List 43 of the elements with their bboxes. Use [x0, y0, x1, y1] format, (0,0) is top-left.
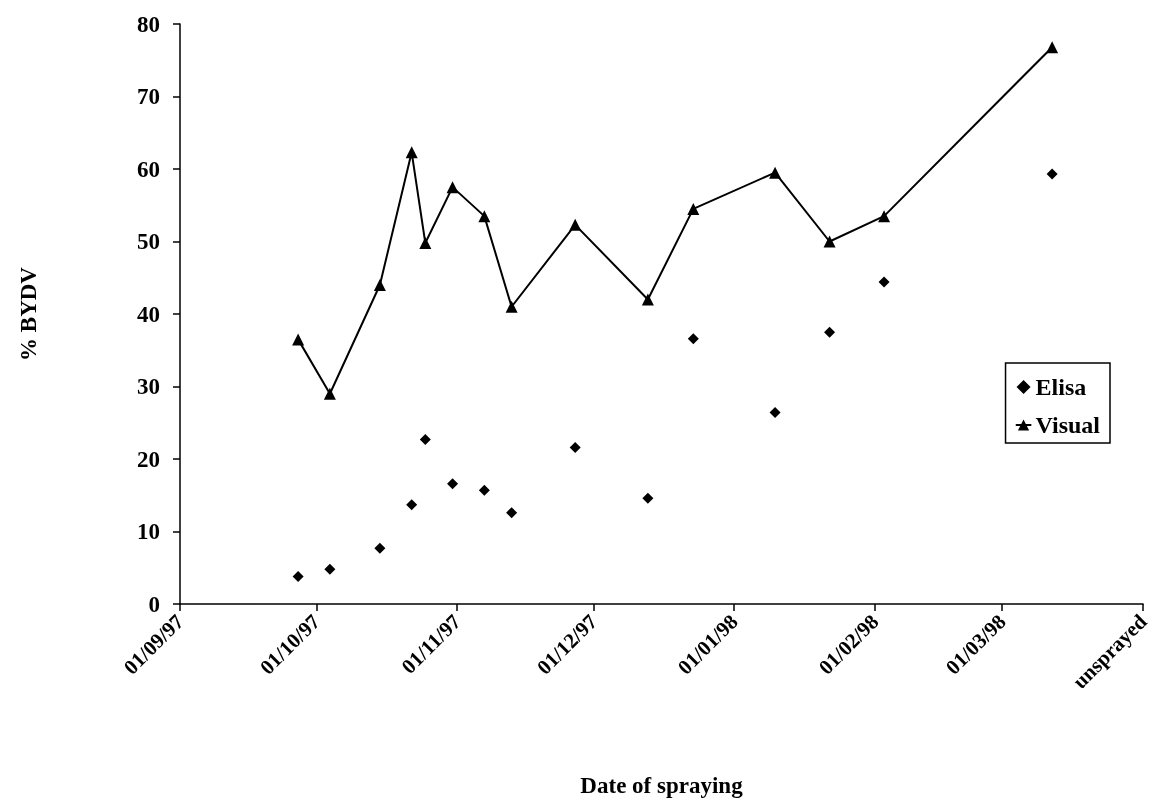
y-tick-label: 70	[137, 84, 160, 109]
point	[687, 333, 699, 345]
point	[642, 492, 654, 504]
y-tick-label: 40	[137, 301, 160, 327]
y-tick-label: 20	[137, 446, 160, 472]
point	[769, 407, 781, 419]
point	[506, 507, 518, 519]
point	[569, 218, 582, 231]
point	[419, 236, 432, 249]
y-tick-label: 0	[148, 591, 160, 617]
point	[373, 279, 386, 291]
point	[1046, 41, 1059, 54]
point	[292, 333, 305, 346]
point	[1046, 168, 1058, 180]
y-axis-title: % BYDV	[16, 266, 41, 361]
point	[824, 326, 836, 338]
point	[569, 441, 581, 453]
point	[406, 499, 418, 511]
point	[292, 570, 304, 582]
x-axis-title: Date of spraying	[580, 773, 744, 798]
legend-label: Elisa	[1035, 374, 1087, 400]
y-tick-label: 50	[137, 229, 160, 254]
y-tick-label: 10	[137, 519, 160, 544]
point	[323, 387, 336, 400]
point	[374, 542, 386, 554]
point	[405, 146, 418, 159]
point	[878, 210, 891, 223]
point	[769, 166, 782, 179]
point	[823, 235, 836, 248]
point	[505, 300, 518, 313]
point	[641, 293, 654, 306]
y-tick-label: 60	[137, 156, 160, 182]
point	[478, 484, 490, 496]
point	[687, 202, 700, 215]
legend-label: Visual	[1035, 412, 1101, 438]
point	[446, 181, 459, 194]
point	[324, 563, 336, 575]
point	[878, 276, 890, 288]
point	[447, 478, 459, 490]
point	[478, 210, 491, 223]
y-tick-label: 80	[137, 11, 160, 37]
y-tick-label: 30	[137, 374, 160, 399]
point	[419, 433, 431, 445]
